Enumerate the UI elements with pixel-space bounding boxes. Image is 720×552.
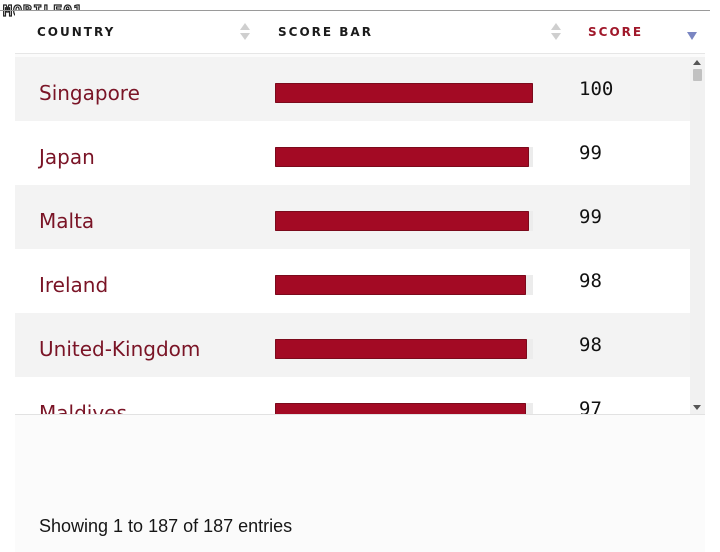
table-row[interactable]: Malta 99 [15, 185, 690, 249]
scrollbar-thumb[interactable] [693, 69, 702, 81]
score-value: 100 [579, 78, 614, 100]
column-header-country[interactable]: COUNTRY [37, 25, 116, 39]
score-bar-track [275, 83, 533, 103]
table-row[interactable]: Maldives 97 [15, 377, 690, 415]
divider [0, 10, 710, 11]
table-body[interactable]: Singapore 100 Japan 99 Malta 99 Ireland 98 Unite… [15, 57, 705, 415]
column-header-score-bar[interactable]: SCORE BAR [278, 25, 373, 39]
table-header: COUNTRY SCORE BAR SCORE [15, 11, 705, 54]
vertical-scrollbar[interactable] [690, 57, 705, 414]
score-value: 98 [579, 334, 602, 356]
score-bar-fill [275, 147, 530, 167]
score-bar-track [275, 211, 533, 231]
sort-icon[interactable] [551, 23, 561, 41]
score-bar-track [275, 275, 533, 295]
score-value: 97 [579, 398, 602, 415]
sort-icon[interactable] [240, 23, 250, 41]
country-name: Maldives [39, 401, 127, 415]
score-bar-track [275, 403, 533, 414]
score-bar-fill [275, 403, 527, 414]
country-name: United-Kingdom [39, 337, 201, 361]
country-name: Ireland [39, 273, 109, 297]
score-value: 99 [579, 142, 602, 164]
score-bar-track [275, 339, 533, 359]
score-bar-fill [275, 275, 527, 295]
table-info: Showing 1 to 187 of 187 entries [39, 516, 293, 536]
score-value: 99 [579, 206, 602, 228]
score-bar-track [275, 147, 533, 167]
country-name: Malta [39, 209, 95, 233]
table-row[interactable]: Japan 99 [15, 121, 690, 185]
country-name: Singapore [39, 81, 140, 105]
table-row[interactable]: Singapore 100 [15, 57, 690, 121]
score-bar-fill [275, 83, 533, 103]
ranking-table: COUNTRY SCORE BAR SCORE Singapore 100 Japa… [15, 11, 705, 552]
scroll-down-icon[interactable] [693, 405, 701, 410]
scroll-up-icon[interactable] [693, 60, 701, 65]
score-bar-fill [275, 211, 530, 231]
table-row[interactable]: United-Kingdom 98 [15, 313, 690, 377]
table-rows: Singapore 100 Japan 99 Malta 99 Ireland 98 Unite… [15, 57, 690, 415]
sort-desc-icon[interactable] [687, 32, 697, 40]
table-row[interactable]: Ireland 98 [15, 249, 690, 313]
score-bar-fill [275, 339, 527, 359]
score-value: 98 [579, 270, 602, 292]
column-header-score[interactable]: SCORE [588, 25, 644, 39]
country-name: Japan [39, 145, 95, 169]
